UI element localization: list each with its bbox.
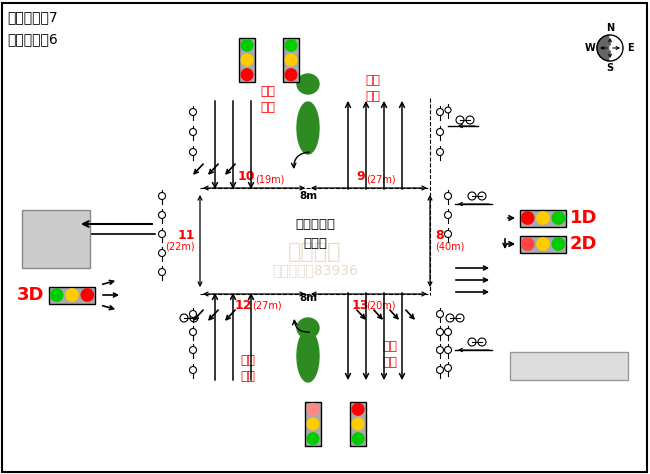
Circle shape [241, 69, 253, 81]
Bar [22, 210, 90, 268]
Circle shape [537, 238, 549, 250]
Circle shape [445, 107, 451, 113]
Text: (40m): (40m) [435, 241, 464, 251]
Circle shape [521, 238, 534, 250]
Circle shape [437, 109, 443, 116]
Circle shape [51, 289, 63, 301]
Circle shape [159, 268, 166, 275]
Text: (27m): (27m) [252, 300, 282, 310]
Text: (22m): (22m) [165, 241, 195, 251]
Circle shape [66, 289, 78, 301]
Text: 人行灯组：6: 人行灯组：6 [7, 32, 58, 46]
Text: N: N [606, 23, 614, 33]
Circle shape [437, 148, 443, 155]
Circle shape [159, 230, 166, 237]
Ellipse shape [297, 330, 319, 382]
Circle shape [241, 39, 253, 51]
Bar [305, 402, 321, 446]
Circle shape [437, 310, 443, 318]
Text: 2D: 2D [570, 235, 597, 253]
Circle shape [285, 39, 297, 51]
Circle shape [159, 211, 166, 219]
Circle shape [307, 433, 319, 445]
Circle shape [159, 249, 166, 256]
Text: 9: 9 [356, 170, 365, 183]
Circle shape [81, 289, 94, 301]
Text: 8m: 8m [299, 191, 317, 201]
Circle shape [190, 128, 196, 136]
Text: 红旗大道: 红旗大道 [553, 359, 585, 373]
Bar [350, 402, 366, 446]
Circle shape [190, 328, 196, 336]
Ellipse shape [297, 74, 319, 94]
Circle shape [552, 238, 564, 250]
Circle shape [285, 54, 297, 66]
Wedge shape [597, 35, 610, 61]
Circle shape [352, 418, 364, 430]
Circle shape [437, 366, 443, 374]
Text: 东环
高架: 东环 高架 [365, 73, 380, 102]
Bar [520, 210, 566, 227]
Text: 车行灯组：7: 车行灯组：7 [7, 10, 58, 24]
Circle shape [437, 346, 443, 354]
Text: 东环
高架: 东环 高架 [240, 354, 255, 383]
Text: 12: 12 [235, 299, 252, 312]
Text: (19m): (19m) [255, 174, 285, 184]
Text: 直行道改为
左转道: 直行道改为 左转道 [295, 218, 335, 250]
Wedge shape [610, 35, 623, 61]
Circle shape [437, 328, 443, 336]
Text: 股票代码：83936: 股票代码：83936 [272, 263, 358, 277]
Text: 1D: 1D [570, 209, 597, 227]
Circle shape [159, 192, 166, 200]
Circle shape [552, 212, 564, 224]
Circle shape [537, 212, 549, 224]
Text: 13: 13 [352, 299, 369, 312]
Text: 10: 10 [238, 170, 255, 183]
Circle shape [190, 148, 196, 155]
Text: E: E [627, 43, 633, 53]
Circle shape [445, 346, 452, 354]
Circle shape [437, 128, 443, 136]
Circle shape [241, 54, 253, 66]
Text: 东环
高架: 东环 高架 [261, 84, 276, 113]
Circle shape [190, 366, 196, 374]
Circle shape [352, 403, 364, 415]
Text: 振华华技: 振华华技 [288, 242, 342, 262]
Text: W: W [584, 43, 595, 53]
Bar [510, 352, 628, 380]
Ellipse shape [297, 318, 319, 338]
Circle shape [307, 418, 319, 430]
Text: (27m): (27m) [367, 174, 396, 184]
Text: 东环
高架: 东环 高架 [382, 340, 398, 370]
Text: 8: 8 [435, 228, 443, 241]
Text: 8m: 8m [299, 293, 317, 303]
Circle shape [445, 365, 452, 372]
Text: S: S [606, 63, 614, 73]
Circle shape [445, 328, 452, 336]
Bar [239, 38, 255, 82]
Text: 11: 11 [177, 228, 195, 241]
Circle shape [445, 230, 452, 237]
Text: 3D: 3D [16, 286, 44, 304]
Circle shape [352, 433, 364, 445]
Circle shape [190, 310, 196, 318]
Circle shape [190, 346, 196, 354]
Circle shape [521, 212, 534, 224]
Circle shape [445, 211, 452, 219]
Circle shape [285, 69, 297, 81]
Circle shape [307, 403, 319, 415]
Ellipse shape [297, 102, 319, 154]
Circle shape [190, 109, 196, 116]
Text: 兴
泰
路: 兴 泰 路 [52, 216, 60, 262]
Bar [283, 38, 299, 82]
Text: (20m): (20m) [367, 300, 396, 310]
Bar [520, 236, 566, 253]
Circle shape [445, 192, 452, 200]
Bar [49, 286, 95, 303]
